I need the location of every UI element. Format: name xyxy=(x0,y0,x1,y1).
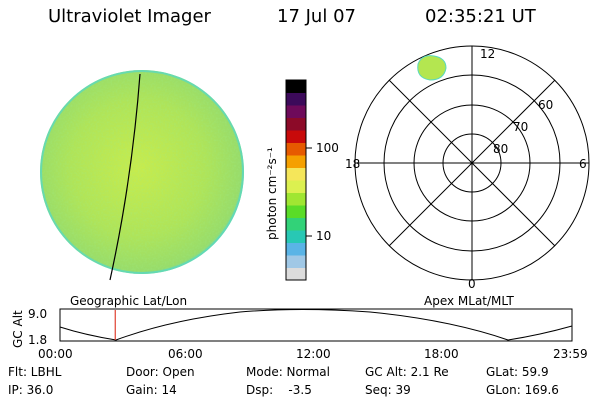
colorbar-segment xyxy=(286,130,306,143)
mlt-label-18: 18 xyxy=(345,157,360,171)
colorbar-segment xyxy=(286,92,306,106)
lat-label-80: 80 xyxy=(493,142,508,156)
colorbar-segment xyxy=(286,205,306,218)
colorbar-segment xyxy=(286,255,306,268)
colorbar-segment xyxy=(286,105,306,118)
colorbar-segment xyxy=(286,230,306,243)
color-bar xyxy=(285,79,307,281)
time-label: 02:35:21 UT xyxy=(425,6,536,27)
info-seq: Seq: 39 xyxy=(365,383,411,397)
colorbar-segment xyxy=(286,142,306,156)
polar-grid xyxy=(354,45,590,281)
terminator-line xyxy=(109,73,141,281)
xtick-0600: 06:00 xyxy=(168,347,203,361)
colorbar-segment xyxy=(286,267,306,281)
info-filter: Flt: LBHL xyxy=(8,365,62,379)
info-glat: GLat: 59.9 xyxy=(486,365,549,379)
info-glon: GLon: 169.6 xyxy=(486,383,559,397)
colorbar-segment xyxy=(286,242,306,256)
info-gcalt: GC Alt: 2.1 Re xyxy=(365,365,449,379)
info-gain: Gain: 14 xyxy=(126,383,177,397)
app-title: Ultraviolet Imager xyxy=(48,6,211,27)
colorbar-units: photon cm⁻²s⁻¹ xyxy=(265,147,279,240)
colorbar-segment xyxy=(286,192,306,206)
date-label: 17 Jul 07 xyxy=(277,6,356,27)
lat-label-70: 70 xyxy=(513,120,528,134)
colorbar-segment xyxy=(286,155,306,168)
colorbar-segment xyxy=(286,180,306,193)
altitude-plot xyxy=(59,308,573,342)
colorbar-segment xyxy=(286,80,306,93)
colorbar-segment xyxy=(286,117,306,131)
info-door: Door: Open xyxy=(126,365,195,379)
altitude-curve xyxy=(59,309,573,341)
xtick-1800: 18:00 xyxy=(424,347,459,361)
lat-label-60: 60 xyxy=(538,98,553,112)
altplot-axis-label: GC Alt xyxy=(11,310,25,348)
colorbar-tick-10: 10 xyxy=(316,229,331,243)
altplot-ymax: 9.0 xyxy=(28,307,47,321)
uv-disk-image xyxy=(40,70,244,281)
mlt-label-0: 0 xyxy=(468,277,476,291)
altplot-ymin: 1.8 xyxy=(28,333,47,347)
xtick-1200: 12:00 xyxy=(296,347,331,361)
info-mode: Mode: Normal xyxy=(246,365,330,379)
info-ip: IP: 36.0 xyxy=(8,383,53,397)
colorbar-segment xyxy=(286,217,306,231)
colorbar-segment xyxy=(286,167,306,181)
xtick-0000: 00:00 xyxy=(38,347,73,361)
info-dsp: Dsp: -3.5 xyxy=(246,383,312,397)
apex-coords-label: Apex MLat/MLT xyxy=(424,294,514,308)
mlt-label-6: 6 xyxy=(579,157,587,171)
xtick-2359: 23:59 xyxy=(553,347,588,361)
mlt-label-12: 12 xyxy=(480,47,495,61)
colorbar-tick-100: 100 xyxy=(316,141,339,155)
polar-aurora-patch xyxy=(417,55,447,81)
geo-coords-label: Geographic Lat/Lon xyxy=(70,294,187,308)
